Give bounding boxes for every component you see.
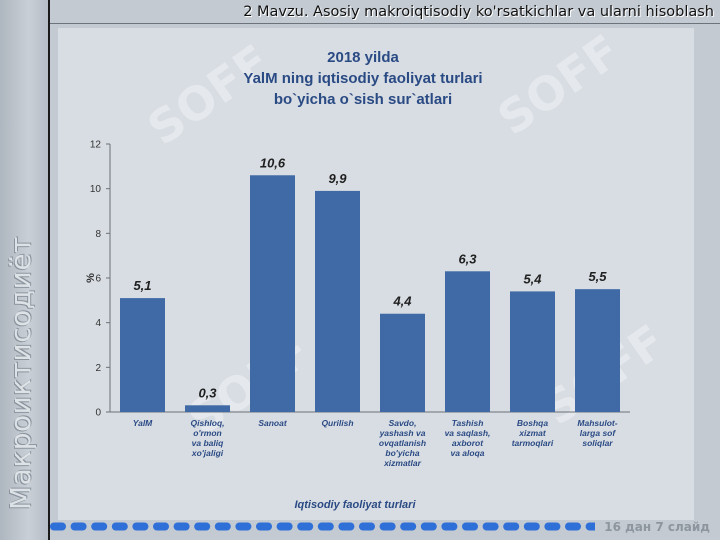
progress-dot [50, 522, 66, 531]
x-tick-label: tarmoqlari [512, 438, 554, 448]
progress-dot [441, 522, 458, 531]
title-rule [50, 23, 720, 24]
x-tick-label: YalM [133, 418, 153, 428]
x-tick-label: Qishloq, [191, 418, 225, 428]
x-tick-label: va saqlash, [445, 428, 491, 438]
bar-value-label: 5,4 [523, 271, 542, 286]
progress-dot [235, 522, 252, 531]
y-tick-label: 2 [95, 363, 101, 374]
progress-dot [462, 522, 478, 531]
x-tick-label: Boshqa [517, 418, 548, 428]
bar [185, 405, 230, 412]
progress-dot [565, 522, 581, 531]
side-strip [0, 0, 48, 540]
bar-value-label: 5,1 [133, 278, 151, 293]
x-tick-label: bo'yicha [385, 448, 419, 458]
x-tick-label: axborot [452, 438, 484, 448]
y-tick-label: 8 [95, 229, 101, 240]
x-axis-label: Iqtisodiy faoliyat turlari [294, 499, 416, 511]
x-tick-label: Qurilish [321, 418, 353, 428]
x-tick-label: yashash va [379, 428, 426, 438]
x-tick-label: Savdo, [389, 418, 417, 428]
bar-value-label: 6,3 [458, 251, 477, 266]
slide-number: 16 дан 7 слайд [604, 520, 710, 534]
progress-dots [50, 522, 595, 531]
progress-dot [194, 522, 211, 531]
bar [120, 298, 165, 412]
progress-dot [379, 522, 396, 531]
progress-dot [585, 522, 595, 531]
x-tick-label: Tashish [452, 418, 484, 428]
progress-dot [503, 522, 520, 531]
y-tick-label: 4 [95, 318, 101, 329]
x-tick-label: xizmatlar [383, 458, 422, 468]
bar-value-label: 9,9 [328, 171, 347, 186]
x-tick-label: soliqlar [582, 438, 613, 448]
y-axis-label: % [85, 273, 97, 283]
progress-dot [153, 522, 169, 531]
progress-dot [544, 522, 561, 531]
x-tick-label: Sanoat [258, 418, 288, 428]
bar-value-label: 10,6 [260, 155, 286, 170]
bar [380, 313, 425, 412]
bar-value-label: 0,3 [198, 385, 217, 400]
progress-dot [173, 522, 190, 531]
bar [510, 291, 555, 412]
progress-dot [276, 522, 293, 531]
x-tick-label: Mahsulot- [577, 418, 617, 428]
progress-dot [400, 522, 417, 531]
progress-dot [132, 522, 149, 531]
progress-dot [297, 522, 314, 531]
bar-value-label: 4,4 [392, 294, 412, 309]
x-tick-label: va baliq [192, 438, 224, 448]
y-tick-label: 6 [95, 274, 101, 285]
watermark-text-0: SOFF [138, 34, 280, 156]
progress-dot [359, 522, 375, 531]
progress-dot [420, 522, 437, 531]
bar [250, 175, 295, 412]
x-tick-label: o'rmon [193, 428, 221, 438]
progress-dot [214, 522, 231, 531]
progress-dot [256, 522, 272, 531]
progress-dot [111, 522, 128, 531]
x-tick-label: va aloqa [450, 448, 484, 458]
progress-dot [482, 522, 499, 531]
progress-dot [91, 522, 108, 531]
bar [445, 271, 490, 412]
y-tick-label: 10 [90, 184, 102, 195]
progress-dot [523, 522, 540, 531]
x-tick-label: xo'jaligi [191, 448, 224, 458]
chart-title-line-0: 2018 yilda [327, 49, 399, 66]
slide-title: 2 Mavzu. Asosiy makroiqtisodiy ko'rsatki… [243, 4, 714, 20]
side-divider [48, 0, 50, 540]
bar [575, 289, 620, 412]
progress-dot [70, 522, 87, 531]
side-vertical-text: Макроиктисодиёт [4, 236, 37, 510]
x-tick-label: ovqatlanish [379, 438, 426, 448]
progress-dot [338, 522, 355, 531]
chart-title-line-1: YalM ning iqtisodiy faoliyat turlari [243, 70, 482, 87]
y-tick-label: 0 [95, 408, 101, 419]
bar [315, 190, 360, 412]
chart-title-line-2: bo`yicha o`sish sur`atlari [274, 91, 452, 108]
x-tick-label: larga sof [580, 428, 617, 438]
y-tick-label: 12 [90, 140, 102, 151]
bar-value-label: 5,5 [588, 269, 607, 284]
x-tick-label: xizmat [518, 428, 547, 438]
watermark-text-1: SOFF [488, 28, 630, 146]
progress-dot [317, 522, 334, 531]
